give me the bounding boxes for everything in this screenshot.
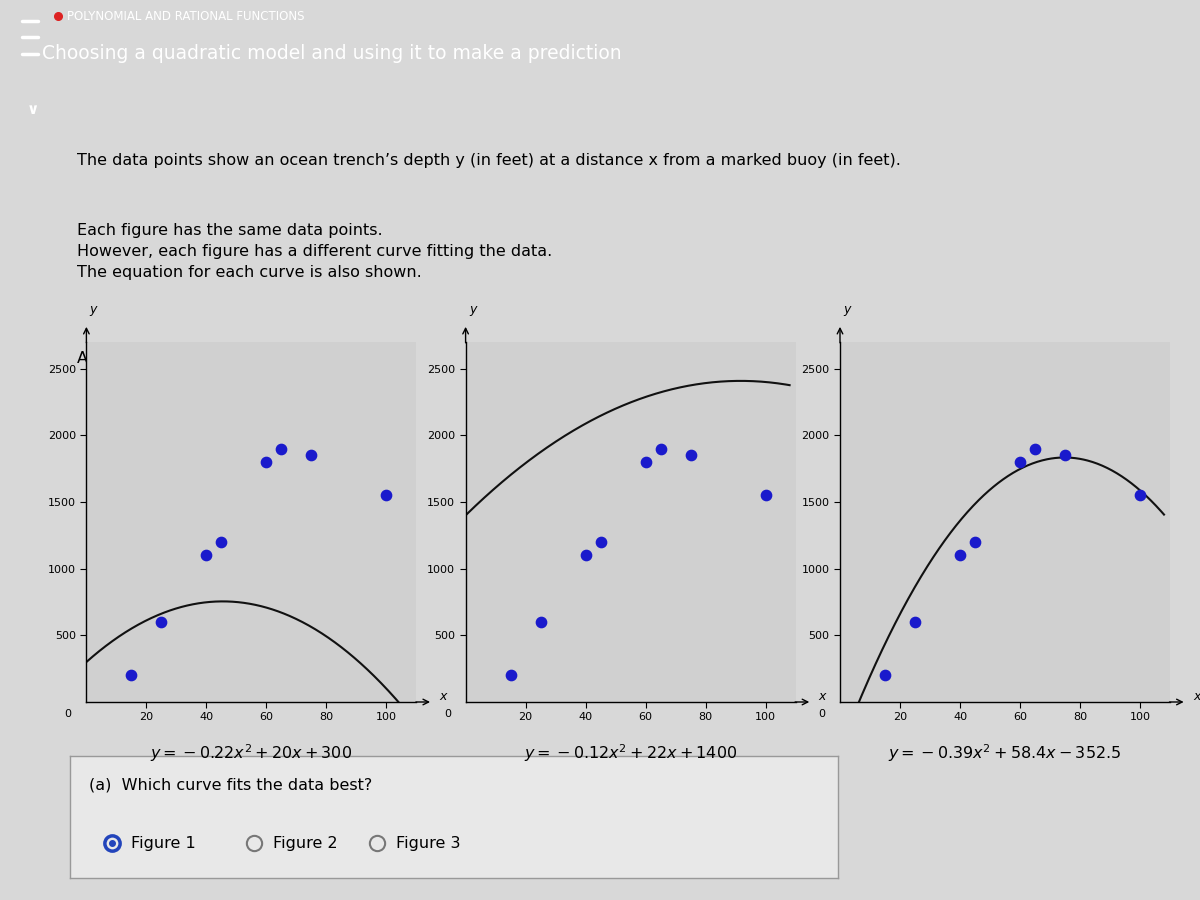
- Text: ∨: ∨: [26, 102, 40, 117]
- Point: [636, 454, 655, 469]
- Text: Choosing a quadratic model and using it to make a prediction: Choosing a quadratic model and using it …: [42, 44, 622, 63]
- Text: x: x: [1193, 690, 1200, 703]
- Point: [1010, 454, 1030, 469]
- Point: [906, 615, 925, 629]
- Point: [212, 535, 232, 549]
- Point: [592, 535, 611, 549]
- Text: $y=-0.22x^2+20x+300$: $y=-0.22x^2+20x+300$: [150, 742, 353, 764]
- Text: Figure 1: Figure 1: [232, 409, 298, 427]
- Point: [652, 442, 671, 456]
- Point: [151, 615, 172, 629]
- Text: Figure 1: Figure 1: [131, 836, 196, 851]
- Point: [950, 548, 970, 562]
- Point: [377, 488, 396, 502]
- Text: Figure 3: Figure 3: [979, 409, 1046, 427]
- Text: (a)  Which curve fits the data best?: (a) Which curve fits the data best?: [89, 778, 372, 793]
- Point: [532, 615, 551, 629]
- Text: y: y: [469, 303, 476, 316]
- Text: Answer the questions that follow.: Answer the questions that follow.: [77, 351, 344, 366]
- Text: x: x: [439, 690, 446, 703]
- Point: [197, 548, 216, 562]
- Text: 0: 0: [65, 709, 72, 719]
- Text: Figure 2: Figure 2: [274, 836, 337, 851]
- Text: Each figure has the same data points.
However, each figure has a different curve: Each figure has the same data points. Ho…: [77, 223, 552, 280]
- Point: [1025, 442, 1044, 456]
- Text: y: y: [90, 303, 97, 316]
- Point: [257, 454, 276, 469]
- Point: [682, 448, 701, 463]
- Point: [1056, 448, 1075, 463]
- Text: Figure 3: Figure 3: [396, 836, 461, 851]
- Point: [756, 488, 775, 502]
- Point: [576, 548, 595, 562]
- Point: [502, 668, 521, 682]
- Text: 0: 0: [444, 709, 451, 719]
- Point: [272, 442, 292, 456]
- Point: [965, 535, 984, 549]
- Text: Figure 2: Figure 2: [606, 409, 672, 427]
- Text: y: y: [844, 303, 851, 316]
- Text: x: x: [818, 690, 826, 703]
- Text: $y=-0.39x^2+58.4x-352.5$: $y=-0.39x^2+58.4x-352.5$: [888, 742, 1122, 764]
- Text: The data points show an ocean trench’s depth y (in feet) at a distance x from a : The data points show an ocean trench’s d…: [77, 153, 901, 168]
- Point: [122, 668, 142, 682]
- Point: [876, 668, 895, 682]
- Text: POLYNOMIAL AND RATIONAL FUNCTIONS: POLYNOMIAL AND RATIONAL FUNCTIONS: [67, 10, 305, 22]
- Point: [1130, 488, 1150, 502]
- Point: [302, 448, 322, 463]
- Text: $y=-0.12x^2+22x+1400$: $y=-0.12x^2+22x+1400$: [524, 742, 737, 764]
- Text: 0: 0: [818, 709, 826, 719]
